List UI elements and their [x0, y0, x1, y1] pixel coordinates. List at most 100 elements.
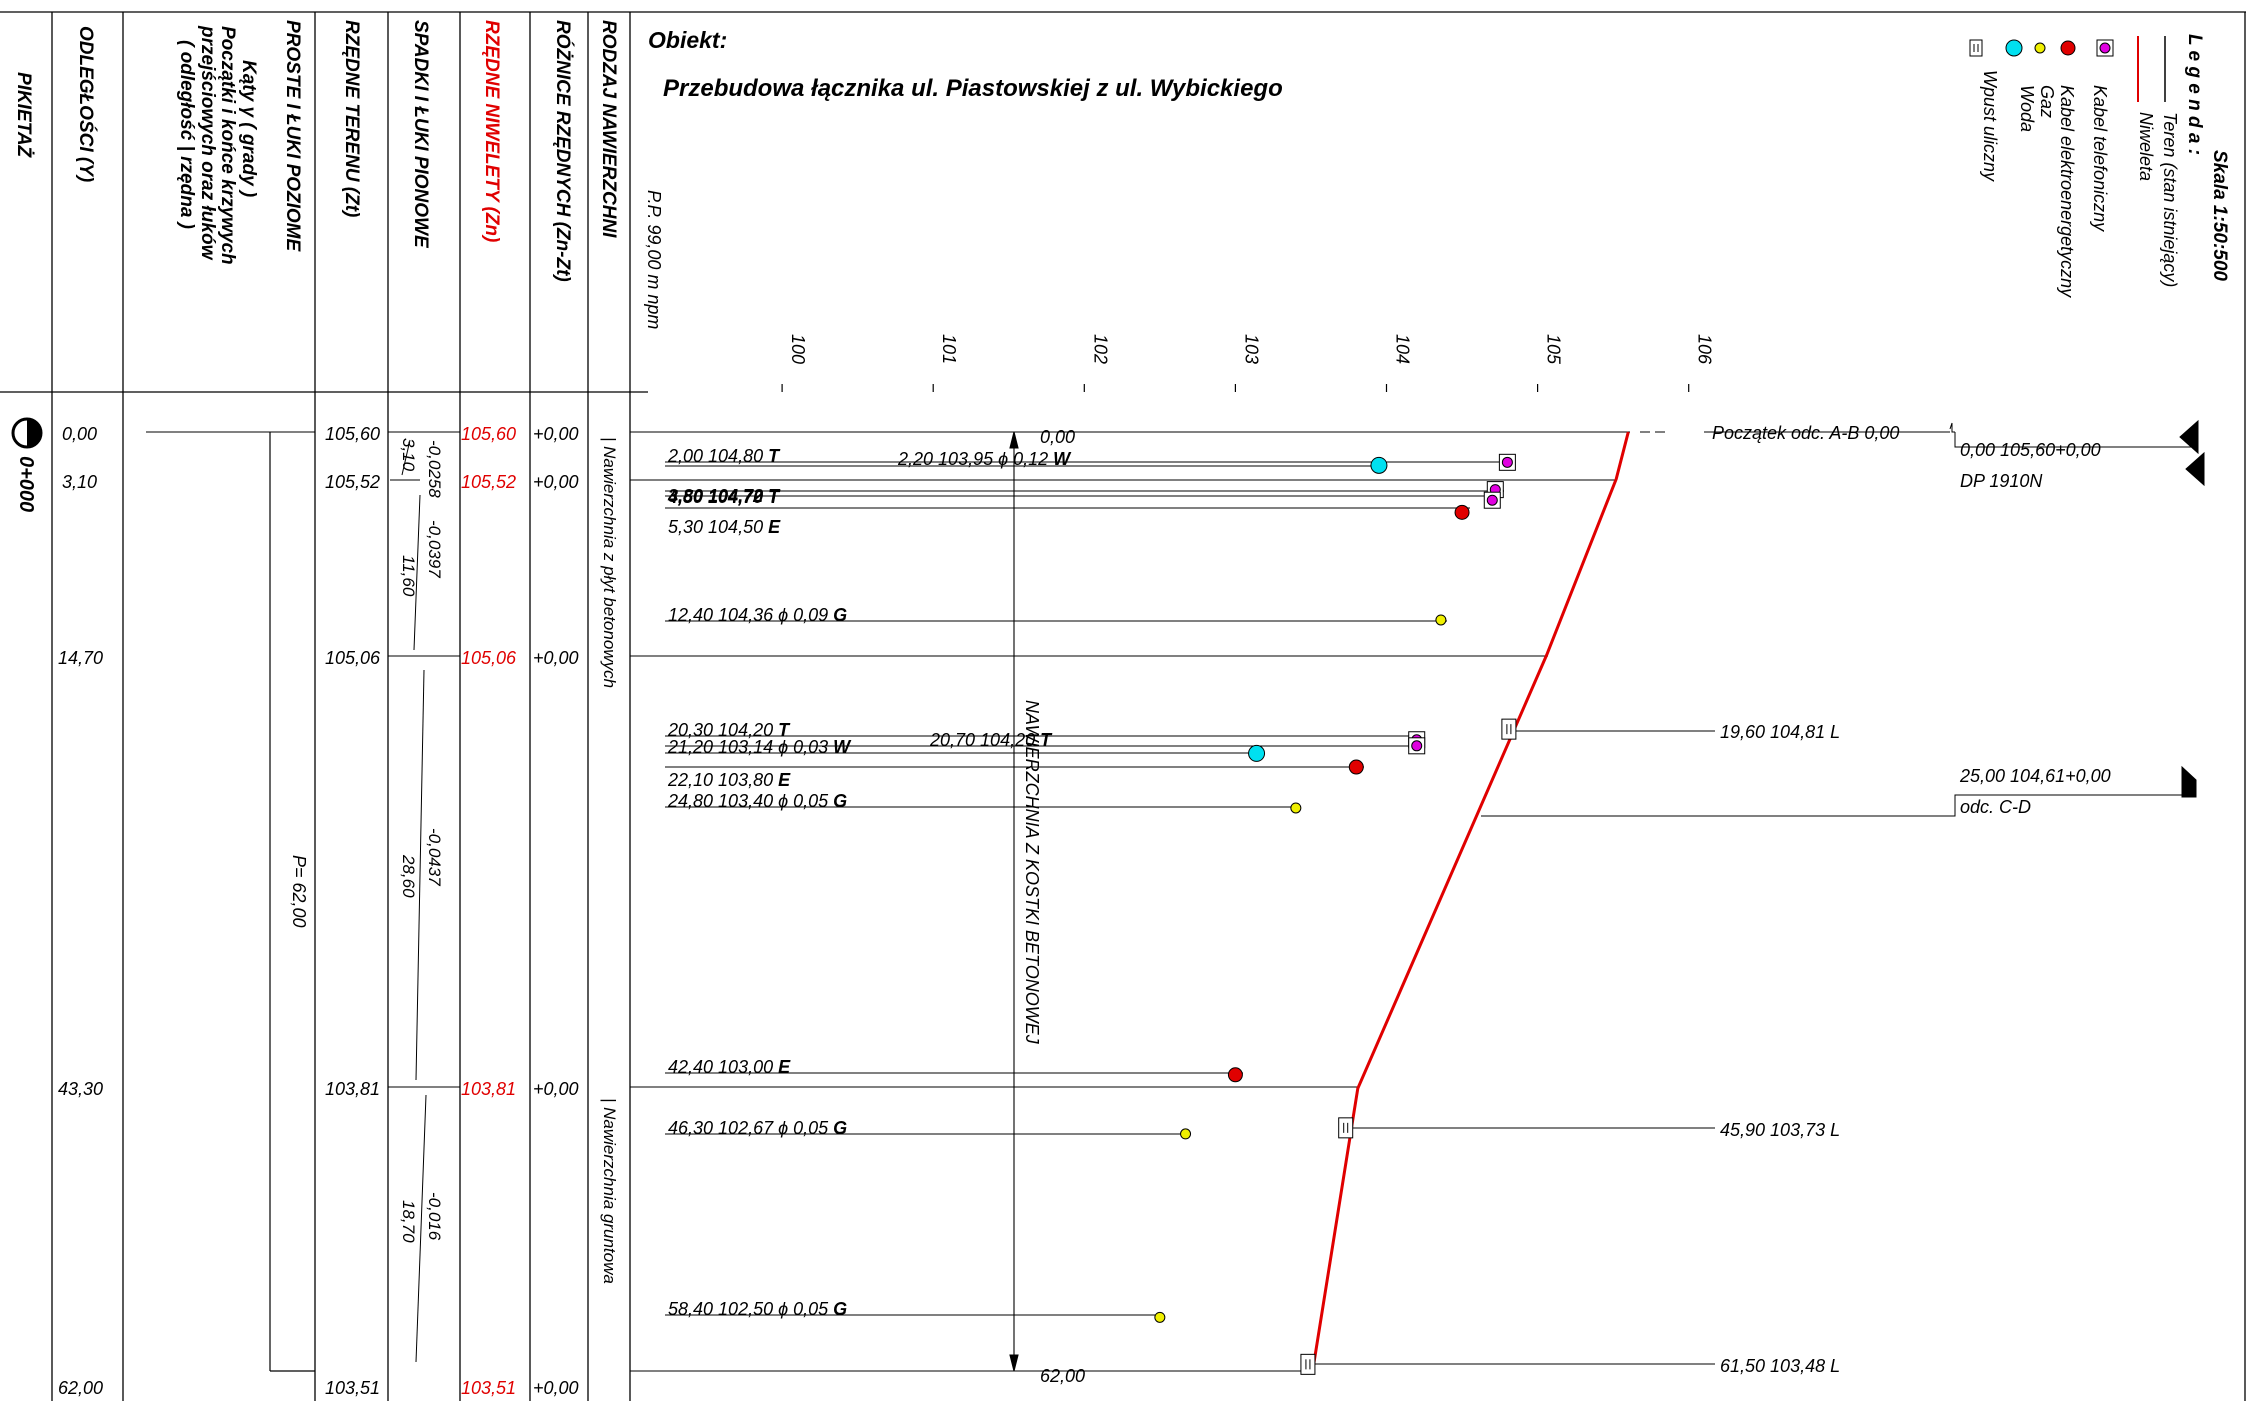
- legend-inlet-label: Wpust uliczny: [1980, 70, 2000, 182]
- utility-label-7: 20,30 104,20 T: [667, 720, 791, 740]
- power-cable-point: [1348, 759, 1364, 775]
- utility-label-14: 58,40 102,50 ϕ 0,05 G: [668, 1299, 847, 1319]
- header-katy-4: ( odległość | rzędna ): [176, 40, 197, 229]
- axis-ticks: 100 101 102 103 104 105 106: [781, 334, 1715, 392]
- cd-name-label: odc. C-D: [1960, 797, 2031, 817]
- gas-pipe-point: [1180, 1128, 1192, 1140]
- elevation-axis: P.P. 99,00 m npm 100 101 102 103 104 105 106: [644, 190, 1715, 392]
- surface-column: | Nawierzchnia z płyt betonowych | Nawie…: [600, 437, 619, 1284]
- header-pikietaz: PIKIETAŻ: [13, 72, 34, 159]
- header-katy-2: Początki i końce krzywych: [217, 26, 238, 265]
- profile-lines: [1311, 431, 1630, 1373]
- header-rodzaj: RODZAJ NAWIERZCHNI: [598, 20, 619, 238]
- legend-scale: Skala 1:50:500: [2209, 150, 2230, 281]
- odl-4: 62,00: [58, 1378, 103, 1398]
- zn-0: 105,60: [461, 424, 516, 444]
- legend-water-icon: [2005, 39, 2023, 57]
- diff-4: +0,00: [533, 1378, 579, 1398]
- bottom-station-mark: 62,00: [1040, 1366, 1085, 1386]
- utility-label-9: 20,70 104,20 T: [929, 730, 1053, 750]
- axis-tick-label: 105: [1544, 334, 1564, 365]
- column-headers: PIKIETAŻ ODLEGŁOŚCI (Y) Kąty γ ( grady )…: [13, 20, 619, 282]
- zt-1: 105,52: [325, 472, 380, 492]
- street-inlet-icon: [1501, 718, 1517, 740]
- header-katy-1: Kąty γ ( grady ): [238, 60, 259, 197]
- zn-3: 103,81: [461, 1079, 516, 1099]
- slope-len-4: 18,70: [399, 1200, 418, 1243]
- legend-inlet-icon: [1969, 39, 1983, 57]
- right-labels: Początek odc. A-B 0,00 0,00 105,60+0,00 …: [1712, 423, 2111, 1376]
- axis-tick-label: 102: [1090, 334, 1110, 364]
- dp-value-label: 0,00 105,60+0,00: [1960, 440, 2101, 460]
- utility-label-10: 22,10 103,80 E: [667, 770, 791, 790]
- zt-2: 105,06: [325, 648, 381, 668]
- utility-label-1: 2,00 104,80 T: [667, 446, 781, 466]
- top-station-mark: 0,00: [1040, 427, 1075, 447]
- utility-labels: 2,00 104,80 T 2,20 103,95 ϕ 0,12 W 3,80 …: [667, 446, 1072, 1319]
- axis-tick-label: 106: [1695, 334, 1715, 365]
- section-start-label: Początek odc. A-B 0,00: [1712, 423, 1899, 443]
- inlet-2-label: 45,90 103,73 L: [1720, 1120, 1840, 1140]
- axis-pp-label: P.P. 99,00 m npm: [644, 190, 664, 329]
- odl-0: 0,00: [62, 424, 97, 444]
- odl-1: 3,10: [62, 472, 97, 492]
- axis-tick-label: 104: [1393, 334, 1413, 364]
- slope-len-2: 11,60: [399, 555, 418, 597]
- diff-3: +0,00: [533, 1079, 579, 1099]
- inlet-1-label: 19,60 104,81 L: [1720, 722, 1840, 742]
- legend-teren-label: Teren (stan istniejący): [2160, 112, 2180, 287]
- right-leaders: [1310, 422, 2196, 1365]
- table-grid: [0, 11, 2246, 1401]
- utility-label-6: 12,40 104,36 ϕ 0,09 G: [668, 605, 847, 625]
- inlet-3-label: 61,50 103,48 L: [1720, 1356, 1840, 1376]
- legend-heading: L e g e n d a :: [2184, 34, 2205, 155]
- station-row-lines: [146, 431, 1630, 1372]
- utility-label-13: 46,30 102,67 ϕ 0,05 G: [668, 1118, 847, 1138]
- zt-3: 103,81: [325, 1079, 380, 1099]
- zt-4: 103,51: [325, 1378, 380, 1398]
- station-table: 0,00 3,10 14,70 43,30 62,00 105,60 105,5…: [58, 424, 579, 1398]
- street-inlet-icon: [1300, 1353, 1316, 1375]
- legend-power-cable-icon: [2060, 40, 2076, 56]
- pikietaz-label: 0+000: [15, 456, 37, 512]
- telephone-cable-point: [1501, 456, 1513, 468]
- straight-length-label: P= 62,00: [289, 855, 309, 928]
- legend: Skala 1:50:500 L e g e n d a : Teren (st…: [1969, 34, 2230, 298]
- water-pipe-point: [1370, 456, 1388, 474]
- slope-column: -0,0258 3,10 -0,0397 11,60 -0,0437 28,60…: [390, 431, 444, 1363]
- header-odleglosci: ODLEGŁOŚCI (Y): [75, 26, 97, 182]
- utility-label-12: 42,40 103,00 E: [668, 1057, 791, 1077]
- telephone-cable-point: [1411, 740, 1423, 752]
- utility-markers: [1154, 453, 1516, 1323]
- slope-grade-1: -0,0258: [425, 440, 444, 498]
- section-marker-icons: [2179, 419, 2205, 798]
- diff-1: +0,00: [533, 472, 579, 492]
- axis-tick-label: 103: [1241, 334, 1261, 364]
- legend-telephone-dot: [2099, 42, 2111, 54]
- surface-2: | Nawierzchnia gruntowa: [600, 1098, 619, 1284]
- power-cable-point: [1454, 504, 1470, 520]
- header-katy-3: przejściowych oraz łuków: [197, 25, 218, 261]
- street-inlet-icon: [1338, 1117, 1354, 1139]
- utility-label-3: 3,80 104,72 T: [668, 486, 781, 506]
- horizontal-alignment: [269, 432, 315, 1372]
- header-spadki: SPADKI I ŁUKI PIONOWE: [410, 20, 431, 249]
- power-cable-point: [1227, 1067, 1243, 1083]
- slope-grade-4: -0,016: [425, 1192, 444, 1241]
- utility-label-11: 24,80 103,40 ϕ 0,05 G: [667, 791, 847, 811]
- legend-power-cable-label: Kabel elektroenergetyczny: [2057, 85, 2077, 298]
- utility-label-2: 2,20 103,95 ϕ 0,12 W: [897, 449, 1072, 469]
- object-title: Przebudowa łącznika ul. Piastowskiej z u…: [663, 75, 1283, 102]
- surface-1: | Nawierzchnia z płyt betonowych: [600, 437, 619, 688]
- header-rzedne-terenu: RZĘDNE TERENU (Zt): [341, 20, 362, 217]
- slope-len-1: 3,10: [399, 438, 418, 472]
- header-rzedne-niwelety: RZĘDNE NIWELETY (Zn): [481, 20, 502, 242]
- zt-0: 105,60: [325, 424, 380, 444]
- water-pipe-point: [1248, 744, 1266, 762]
- slope-grade-3: -0,0437: [425, 828, 444, 886]
- cd-value-label: 25,00 104,61+0,00: [1959, 766, 2111, 786]
- gas-pipe-point: [1290, 802, 1302, 814]
- gas-pipe-point: [1154, 1311, 1166, 1323]
- odl-2: 14,70: [58, 648, 103, 668]
- header-roznice: RÓŻNICE RZĘDNYCH (Zn-Zt): [552, 20, 574, 282]
